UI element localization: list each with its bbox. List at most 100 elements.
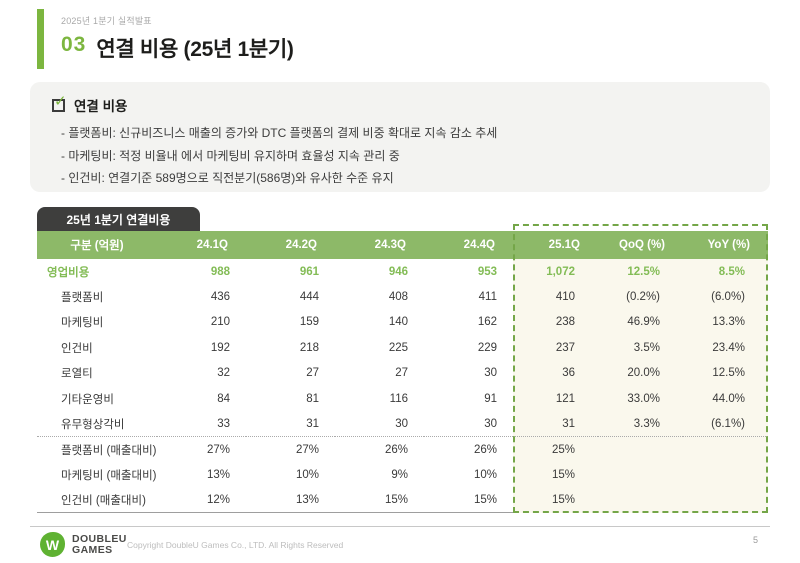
row-label: 인건비 (매출대비) (37, 487, 157, 514)
table-cell: 46.9% (598, 309, 683, 336)
table-cell: (6.0%) (683, 284, 768, 310)
table-cell: 162 (477, 316, 497, 329)
table-cell: 36 (513, 360, 598, 386)
table-cell: (6.1%) (683, 411, 768, 437)
table-cell: 91 (484, 392, 497, 405)
table-cell: 9% (391, 468, 408, 481)
table-cell: 225 (388, 341, 408, 354)
summary-heading-row: ✓ 연결 비용 (52, 94, 748, 115)
table-cell: 33 (217, 417, 230, 430)
column-header: QoQ (%) (598, 231, 683, 259)
column-header: 24.4Q (424, 231, 513, 259)
page-number: 5 (752, 535, 758, 545)
logo-line1: DOUBLEU (72, 532, 127, 545)
footer-divider (30, 526, 770, 527)
cost-table: 구분 (억원) 24.1Q 24.2Q 24.3Q 24.4Q 25.1Q QoQ (%) Y… (37, 224, 768, 514)
table-cell: 27% (246, 436, 335, 463)
logo-mark-icon: W (40, 532, 65, 557)
table-row: 영업비용 988 961 946 953 1,072 12.5% 8.5% (37, 259, 768, 285)
summary-box: ✓ 연결 비용 - 플랫폼비: 신규비즈니스 매출의 증가와 DTC 플랫폼의 … (30, 82, 770, 192)
section-number: 03 (61, 33, 87, 56)
logo-wordmark: DOUBLEU GAMES (72, 532, 127, 556)
table-cell: (0.2%) (598, 284, 683, 310)
table-row: 인건비 192 218 225 229 237 3.5% 23.4% (37, 335, 768, 361)
cost-table-grid: 구분 (억원) 24.1Q 24.2Q 24.3Q 24.4Q 25.1Q QoQ (%) Y… (37, 231, 768, 514)
table-cell: 26% (424, 436, 513, 463)
row-label: 마케팅비 (매출대비) (61, 469, 157, 482)
table-cell: 33.0% (598, 385, 683, 412)
row-label: 인건비 (61, 342, 93, 355)
table-cell: 27 (395, 367, 408, 380)
table-cell: 1,072 (513, 259, 598, 285)
doubleu-games-logo: W DOUBLEU GAMES (40, 532, 127, 557)
logo-line2: GAMES (72, 543, 113, 556)
slide-header: 2025년 1분기 실적발표 03 연결 비용 (25년 1분기) (37, 9, 294, 69)
table-cell: 84 (217, 392, 230, 405)
table-cell: 15% (335, 487, 424, 514)
table-cell (683, 487, 768, 513)
table-cell: 26% (335, 436, 424, 463)
eyebrow: 2025년 1분기 실적발표 (61, 16, 152, 26)
table-cell: 30 (395, 417, 408, 430)
table-cell: 27% (157, 436, 246, 463)
accent-bar (37, 9, 44, 69)
summary-bullet: - 인건비: 연결기준 589명으로 직전분기(586명)와 유사한 수준 유지 (61, 171, 394, 185)
table-cell: 25% (513, 436, 598, 463)
summary-bullet: - 플랫폼비: 신규비즈니스 매출의 증가와 DTC 플랫폼의 결제 비중 확대… (61, 126, 498, 140)
table-cell: 229 (477, 341, 497, 354)
table-cell: 32 (217, 367, 230, 380)
table-cell: 20.0% (598, 360, 683, 386)
table-cell: 946 (388, 265, 408, 278)
table-cell: 159 (299, 316, 319, 329)
table-cell (598, 436, 683, 463)
row-label: 플랫폼비 (매출대비) (37, 436, 157, 463)
table-cell: 410 (513, 284, 598, 310)
table-row: 인건비 (매출대비) 12% 13% 15% 15% 15% (37, 487, 768, 514)
row-label: 마케팅비 (61, 317, 104, 330)
row-label: 로열티 (61, 368, 93, 381)
table-cell: 8.5% (683, 259, 768, 285)
table-cell: 238 (513, 309, 598, 336)
table-cell: 10% (473, 468, 497, 481)
table-cell: 15% (513, 462, 598, 488)
table-cell: 444 (299, 291, 319, 304)
table-cell: 31 (513, 411, 598, 437)
table-cell: 13% (246, 487, 335, 514)
table-cell: 23.4% (683, 335, 768, 361)
table-cell: 44.0% (683, 385, 768, 412)
row-label: 플랫폼비 (61, 292, 104, 305)
summary-bullet: - 마케팅비: 적정 비율내 에서 마케팅비 유지하며 효율성 지속 관리 중 (61, 148, 400, 163)
table-cell: 988 (210, 265, 230, 278)
column-header: YoY (%) (683, 231, 768, 259)
table-row: 로열티 32 27 27 30 36 20.0% 12.5% (37, 360, 768, 386)
summary-heading: 연결 비용 (74, 99, 128, 114)
column-header: 24.2Q (246, 231, 335, 259)
table-cell: 27 (306, 367, 319, 380)
table-cell: 3.3% (598, 411, 683, 437)
table-cell: 12.5% (598, 259, 683, 285)
table-cell (683, 436, 768, 463)
row-label: 유무형상각비 (61, 418, 125, 431)
table-cell: 12% (157, 487, 246, 514)
table-tab: 25년 1분기 연결비용 (37, 207, 200, 231)
table-cell: 30 (484, 367, 497, 380)
table-cell: 210 (210, 316, 230, 329)
column-header: 25.1Q (513, 231, 598, 259)
table-cell: 15% (424, 487, 513, 514)
table-row: 마케팅비 210 159 140 162 238 46.9% 13.3% (37, 309, 768, 336)
column-header: 24.3Q (335, 231, 424, 259)
table-header-row: 구분 (억원) 24.1Q 24.2Q 24.3Q 24.4Q 25.1Q QoQ (%) Y… (37, 231, 768, 259)
table-cell: 13.3% (683, 309, 768, 336)
table-cell: 31 (306, 417, 319, 430)
title-text: 연결 비용 (25년 1분기) (96, 38, 294, 61)
table-cell (598, 487, 683, 513)
table-row: 플랫폼비 (매출대비) 27% 27% 26% 26% 25% (37, 436, 768, 463)
table-cell: 12.5% (683, 360, 768, 386)
table-cell: 408 (388, 291, 408, 304)
row-label: 영업비용 (47, 266, 90, 279)
table-cell: 953 (477, 265, 497, 278)
table-row: 유무형상각비 33 31 30 30 31 3.3% (6.1%) (37, 411, 768, 437)
header-text: 2025년 1분기 실적발표 03 연결 비용 (25년 1분기) (61, 9, 294, 69)
table-row: 기타운영비 84 81 116 91 121 33.0% 44.0% (37, 385, 768, 412)
table-cell: 116 (389, 392, 408, 405)
